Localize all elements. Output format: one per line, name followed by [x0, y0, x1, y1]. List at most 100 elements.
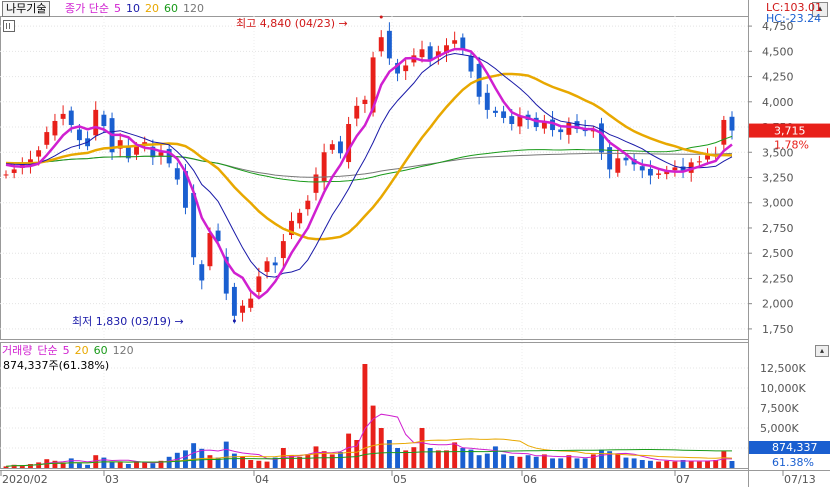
volume-bar — [28, 464, 33, 468]
volume-bar — [419, 428, 425, 468]
candle-body — [386, 30, 392, 59]
volume-bar — [52, 460, 58, 468]
candle-body — [321, 152, 327, 182]
volume-bar — [370, 405, 376, 468]
volume-bar — [492, 446, 498, 468]
candle-body — [76, 129, 82, 141]
price-tick-label: 3,000 — [762, 197, 794, 210]
volume-bar — [125, 464, 131, 468]
volume-bar — [680, 460, 686, 468]
settings-toggle-button[interactable]: ▴ — [812, 2, 828, 17]
candle-body — [444, 45, 449, 54]
candle-body — [705, 155, 710, 160]
right-arrow-icon: → — [174, 315, 184, 328]
candle-body — [199, 264, 205, 281]
volume-bar — [647, 460, 653, 468]
volume-bar — [705, 460, 710, 468]
price-tick-label: 4,250 — [762, 71, 794, 84]
price-tick-label: 2,000 — [762, 298, 794, 311]
volume-legend-label: 거래량 — [2, 344, 33, 357]
candle-body — [264, 261, 270, 272]
candle-body — [517, 115, 523, 127]
candle-body — [656, 173, 662, 175]
volume-tick-label: 12,500K — [760, 362, 806, 375]
volume-bar — [721, 451, 727, 468]
volume-bar — [346, 433, 352, 468]
candle-body — [460, 37, 466, 50]
volume-bar — [460, 448, 466, 468]
candle-body — [280, 241, 286, 259]
current-volume-label: 874,337 — [772, 441, 818, 454]
candle-body — [101, 114, 107, 127]
candle-body — [68, 110, 74, 126]
volume-tick-label: 7,500K — [760, 402, 799, 415]
volume-bar — [533, 456, 539, 468]
candle-body — [501, 111, 507, 118]
legend-label: 종가 단순 — [65, 2, 109, 15]
volume-bar — [93, 455, 99, 468]
candle-body — [729, 116, 735, 131]
volume-bar — [452, 442, 458, 468]
price-tick-label: 2,250 — [762, 272, 794, 285]
x-tick-label: 03 — [105, 473, 119, 486]
volume-legend: 거래량 단순 5 20 60 120 — [2, 343, 139, 358]
hc-label: HC:-23.24 — [766, 12, 822, 25]
volume-bar — [623, 457, 629, 468]
volume-bar — [174, 452, 180, 468]
volume-bar — [403, 450, 409, 468]
candle-body — [338, 141, 343, 154]
candle-body — [599, 123, 604, 153]
volume-bar — [305, 454, 311, 468]
volume-bar — [615, 454, 621, 468]
volume-bar — [166, 456, 172, 468]
volume-bar — [386, 440, 392, 468]
grid-settings-icon[interactable] — [3, 20, 15, 32]
lc-hc-readout: LC:103.01 HC:-23.24 — [766, 2, 830, 24]
candle-body — [468, 55, 474, 72]
volume-bar — [272, 457, 278, 468]
ma20-line — [5, 72, 733, 241]
volume-tick-label: 10,000K — [760, 382, 806, 395]
volume-bar — [321, 451, 327, 468]
candle-body — [256, 276, 262, 292]
current-volume-tag — [749, 441, 830, 454]
volume-legend-ma: 단순 — [37, 344, 58, 357]
volume-bar — [696, 461, 702, 468]
volume-bar — [60, 462, 66, 468]
volume-bar — [427, 448, 433, 468]
candle-body — [664, 171, 670, 175]
volume-bar — [484, 453, 490, 468]
volume-bar — [85, 464, 91, 468]
volume-bar — [550, 458, 555, 468]
volume-bar — [558, 458, 564, 468]
volume-bar — [207, 455, 213, 468]
price-tick-label: 4,750 — [762, 20, 794, 33]
volume-bar — [639, 460, 645, 468]
ma60-line — [5, 135, 733, 183]
volume-bar — [134, 461, 139, 468]
volume-bar — [631, 458, 637, 468]
stock-name-box[interactable]: 나무기술 — [2, 1, 51, 17]
candle-body — [639, 166, 645, 171]
candle-body — [183, 171, 188, 208]
volume-bar — [574, 458, 580, 468]
candle-body — [533, 117, 539, 128]
volume-bar — [3, 466, 9, 468]
volume-toggle-button[interactable]: ▴ — [815, 345, 829, 357]
volume-bar — [378, 428, 384, 468]
candle-body — [509, 116, 515, 125]
candle-body — [484, 92, 490, 110]
price-tick-label: 3,250 — [762, 172, 794, 185]
candle-body — [36, 150, 42, 157]
price-tick-label: 3,500 — [762, 146, 794, 159]
volume-bar — [150, 463, 156, 468]
volume-bar — [36, 462, 42, 468]
volume-bar — [142, 462, 148, 468]
candle-body — [134, 146, 139, 155]
x-tick-label: 07 — [676, 473, 690, 486]
volume-bar — [590, 454, 596, 468]
candle-body — [362, 99, 368, 105]
candle-body — [248, 298, 254, 308]
current-price-tag — [749, 123, 830, 138]
